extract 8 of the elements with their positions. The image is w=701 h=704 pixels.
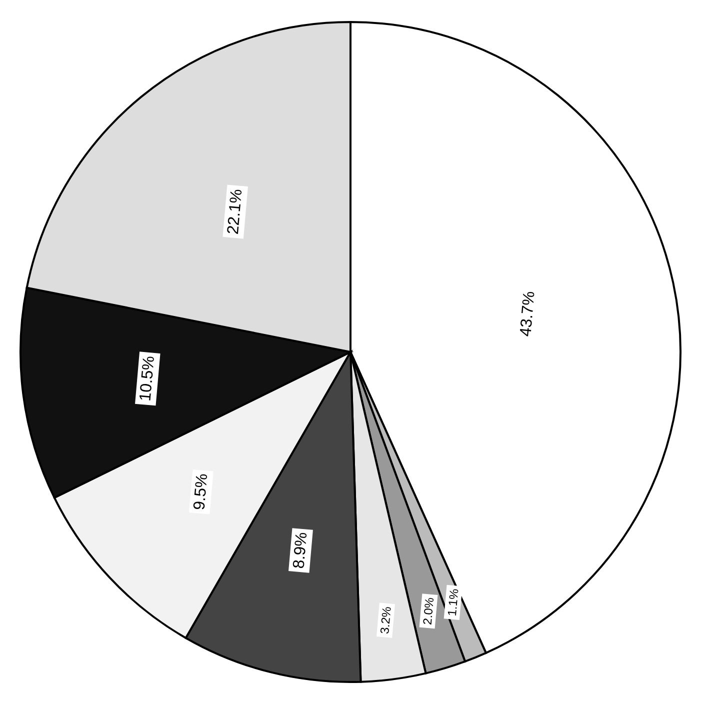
data-label: 1.1% [444, 588, 462, 617]
data-label: 8.9% [290, 532, 311, 570]
data-label: 9.5% [191, 472, 212, 511]
data-label: 43.7% [518, 290, 538, 338]
data-label: 22.1% [224, 188, 246, 236]
data-label: 2.0% [420, 596, 437, 626]
data-label: 10.5% [137, 355, 158, 402]
data-label: 3.2% [378, 606, 394, 635]
